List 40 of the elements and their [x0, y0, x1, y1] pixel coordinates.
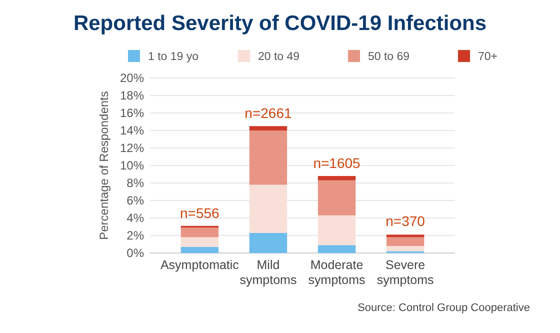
y-tick-label: 2%: [126, 228, 144, 242]
bar: [249, 184, 288, 233]
bar: [180, 246, 219, 253]
bar: [318, 176, 356, 180]
y-tick-label: 10%: [120, 158, 144, 172]
x-tick-label: Asymptomatic: [160, 258, 239, 272]
y-tick-label: 12%: [120, 140, 144, 155]
legend-label: 20 to 49: [258, 51, 300, 63]
bar: [318, 180, 356, 216]
annotation: n=2661: [244, 105, 292, 122]
x-tick-label: Severe symptoms: [376, 258, 434, 287]
bar: [180, 228, 219, 238]
bar: [249, 130, 288, 185]
y-tick-label: 18%: [120, 88, 144, 102]
bar: [180, 237, 219, 247]
chart-title: Reported Severity of COVID-19 Infections: [73, 12, 487, 35]
y-tick-label: 16%: [120, 106, 144, 120]
legend-label: 70+: [478, 51, 498, 63]
annotation: n=1605: [313, 155, 361, 171]
x-tick-label: Mild symptoms: [240, 258, 297, 287]
legend-label: 1 to 19 yo: [148, 51, 199, 63]
x-tick-label: Moderate symptoms: [308, 258, 366, 287]
y-tick-label: 4%: [126, 210, 144, 225]
source-note: Source: Control Group Cooperative: [358, 302, 530, 314]
bar: [249, 232, 288, 253]
legend-label: 50 to 69: [368, 51, 410, 63]
bar: [318, 215, 356, 246]
y-axis-title: Percentage of Respondents: [97, 91, 111, 240]
annotation: n=370: [386, 213, 426, 230]
y-tick-label: 20%: [120, 70, 144, 85]
y-tick-label: 6%: [126, 193, 144, 208]
annotation: n=556: [180, 204, 220, 221]
bar: [386, 246, 424, 252]
y-tick-label: 0%: [126, 246, 144, 260]
bar: [249, 126, 288, 130]
y-tick-label: 14%: [120, 123, 144, 138]
bar: [318, 245, 356, 253]
bar: [386, 237, 424, 246]
y-tick-label: 8%: [126, 176, 144, 190]
bar: [386, 234, 424, 238]
